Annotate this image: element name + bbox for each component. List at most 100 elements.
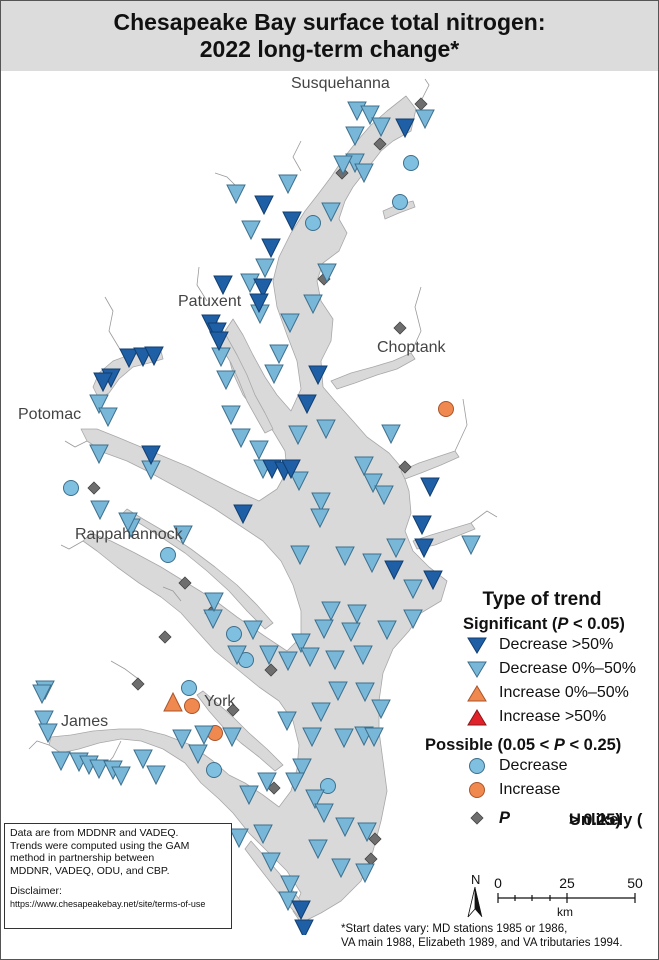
station-decrease-0-50: [461, 535, 481, 556]
station-markers: [32, 97, 481, 935]
station-decrease-0-50: [259, 645, 279, 666]
station-unlikely: [131, 677, 145, 691]
footnote-line-1: *Start dates vary: MD stations 1985 or 1…: [341, 923, 568, 935]
station-decrease-0-50: [146, 765, 166, 786]
station-decrease-0-50: [300, 647, 320, 668]
station-decrease-0-50: [310, 508, 330, 529]
title-bar: Chesapeake Bay surface total nitrogen: 2…: [1, 1, 658, 71]
station-decrease-0-50: [290, 545, 310, 566]
legend-increase-gt50: Increase >50%: [429, 706, 655, 730]
station-decrease-gt50: [395, 118, 415, 139]
station-decrease-gt50: [423, 570, 443, 591]
title-line-2: 2022 long-term change*: [199, 36, 460, 62]
legend-possible-decrease: Decrease: [429, 755, 655, 779]
station-decrease-0-50: [261, 852, 281, 873]
station-unlikely: [178, 576, 192, 590]
station-possible-decrease: [63, 480, 79, 496]
station-decrease-gt50: [297, 394, 317, 415]
station-decrease-0-50: [38, 723, 58, 744]
station-decrease-0-50: [331, 858, 351, 879]
station-decrease-0-50: [314, 803, 334, 824]
north-label: N: [471, 872, 480, 887]
station-decrease-0-50: [264, 364, 284, 385]
station-decrease-0-50: [133, 749, 153, 770]
station-decrease-0-50: [303, 294, 323, 315]
station-decrease-gt50: [384, 560, 404, 581]
station-decrease-0-50: [364, 727, 384, 748]
station-unlikely: [414, 97, 428, 111]
station-decrease-0-50: [415, 109, 435, 130]
station-possible-decrease: [206, 762, 222, 778]
legend: Type of trend Significant (P < 0.05) Dec…: [425, 589, 655, 831]
disclaimer-label: Disclaimer:: [10, 885, 62, 897]
station-decrease-0-50: [269, 344, 289, 365]
station-decrease-0-50: [173, 525, 193, 546]
label-rappahannock: Rappahannock: [75, 526, 183, 543]
station-decrease-0-50: [386, 538, 406, 559]
label-choptank: Choptank: [377, 339, 446, 356]
station-decrease-0-50: [311, 492, 331, 513]
station-decrease-gt50: [93, 372, 113, 393]
station-decrease-0-50: [334, 728, 354, 749]
station-decrease-0-50: [357, 822, 377, 843]
data-source-box: Data are from MDDNR and VADEQ. Trends we…: [4, 823, 232, 929]
station-decrease-0-50: [403, 579, 423, 600]
station-decrease-0-50: [354, 456, 374, 477]
station-decrease-0-50: [90, 500, 110, 521]
station-decrease-0-50: [311, 702, 331, 723]
station-decrease-0-50: [292, 758, 312, 779]
scale-bar: N 0 25 50 km: [467, 872, 643, 919]
station-decrease-0-50: [328, 681, 348, 702]
station-decrease-0-50: [51, 751, 71, 772]
disclaimer-link[interactable]: https://www.chesapeakebay.net/site/terms…: [10, 898, 206, 909]
station-decrease-0-50: [257, 772, 277, 793]
station-decrease-gt50: [308, 365, 328, 386]
scale-tick-0: 0: [494, 875, 502, 891]
station-possible-decrease: [160, 547, 176, 563]
station-decrease-0-50: [377, 620, 397, 641]
station-decrease-0-50: [255, 258, 275, 279]
station-decrease-0-50: [302, 727, 322, 748]
station-decrease-0-50: [89, 394, 109, 415]
station-decrease-0-50: [316, 419, 336, 440]
station-unlikely: [393, 321, 407, 335]
station-decrease-0-50: [362, 553, 382, 574]
station-decrease-0-50: [239, 785, 259, 806]
station-decrease-0-50: [280, 875, 300, 896]
station-decrease-0-50: [221, 405, 241, 426]
dark-blue-triangle-icon: [467, 637, 487, 654]
station-decrease-gt50: [281, 459, 301, 480]
scale-line: [497, 893, 636, 903]
station-decrease-gt50: [294, 919, 314, 935]
legend-decrease-0-50: Decrease 0%–50%: [429, 658, 655, 682]
station-possible-decrease: [392, 194, 408, 210]
station-decrease-gt50: [144, 346, 164, 367]
station-decrease-0-50: [305, 789, 325, 810]
station-decrease-gt50: [209, 331, 229, 352]
station-decrease-0-50: [308, 839, 328, 860]
orange-circle-icon: [469, 782, 485, 798]
station-decrease-0-50: [335, 817, 355, 838]
station-decrease-0-50: [111, 766, 131, 787]
station-possible-increase: [438, 401, 454, 417]
data-source-line-1: Data are from MDDNR and VADEQ.: [10, 827, 179, 839]
station-decrease-0-50: [285, 772, 305, 793]
station-decrease-0-50: [325, 650, 345, 671]
station-possible-decrease: [403, 155, 419, 171]
footnote-line-2: VA main 1988, Elizabeth 1989, and VA tri…: [341, 937, 623, 949]
station-decrease-gt50: [213, 275, 233, 296]
legend-title: Type of trend: [482, 589, 602, 610]
label-susquehanna: Susquehanna: [291, 75, 390, 92]
station-decrease-gt50: [291, 900, 311, 921]
station-unlikely: [398, 460, 412, 474]
station-decrease-0-50: [243, 620, 263, 641]
station-decrease-0-50: [363, 473, 383, 494]
station-decrease-0-50: [253, 824, 273, 845]
station-decrease-0-50: [32, 684, 52, 705]
station-decrease-0-50: [188, 744, 208, 765]
station-decrease-gt50: [233, 504, 253, 525]
label-potomac: Potomac: [18, 406, 82, 423]
station-decrease-0-50: [321, 202, 341, 223]
station-decrease-gt50: [253, 278, 273, 299]
